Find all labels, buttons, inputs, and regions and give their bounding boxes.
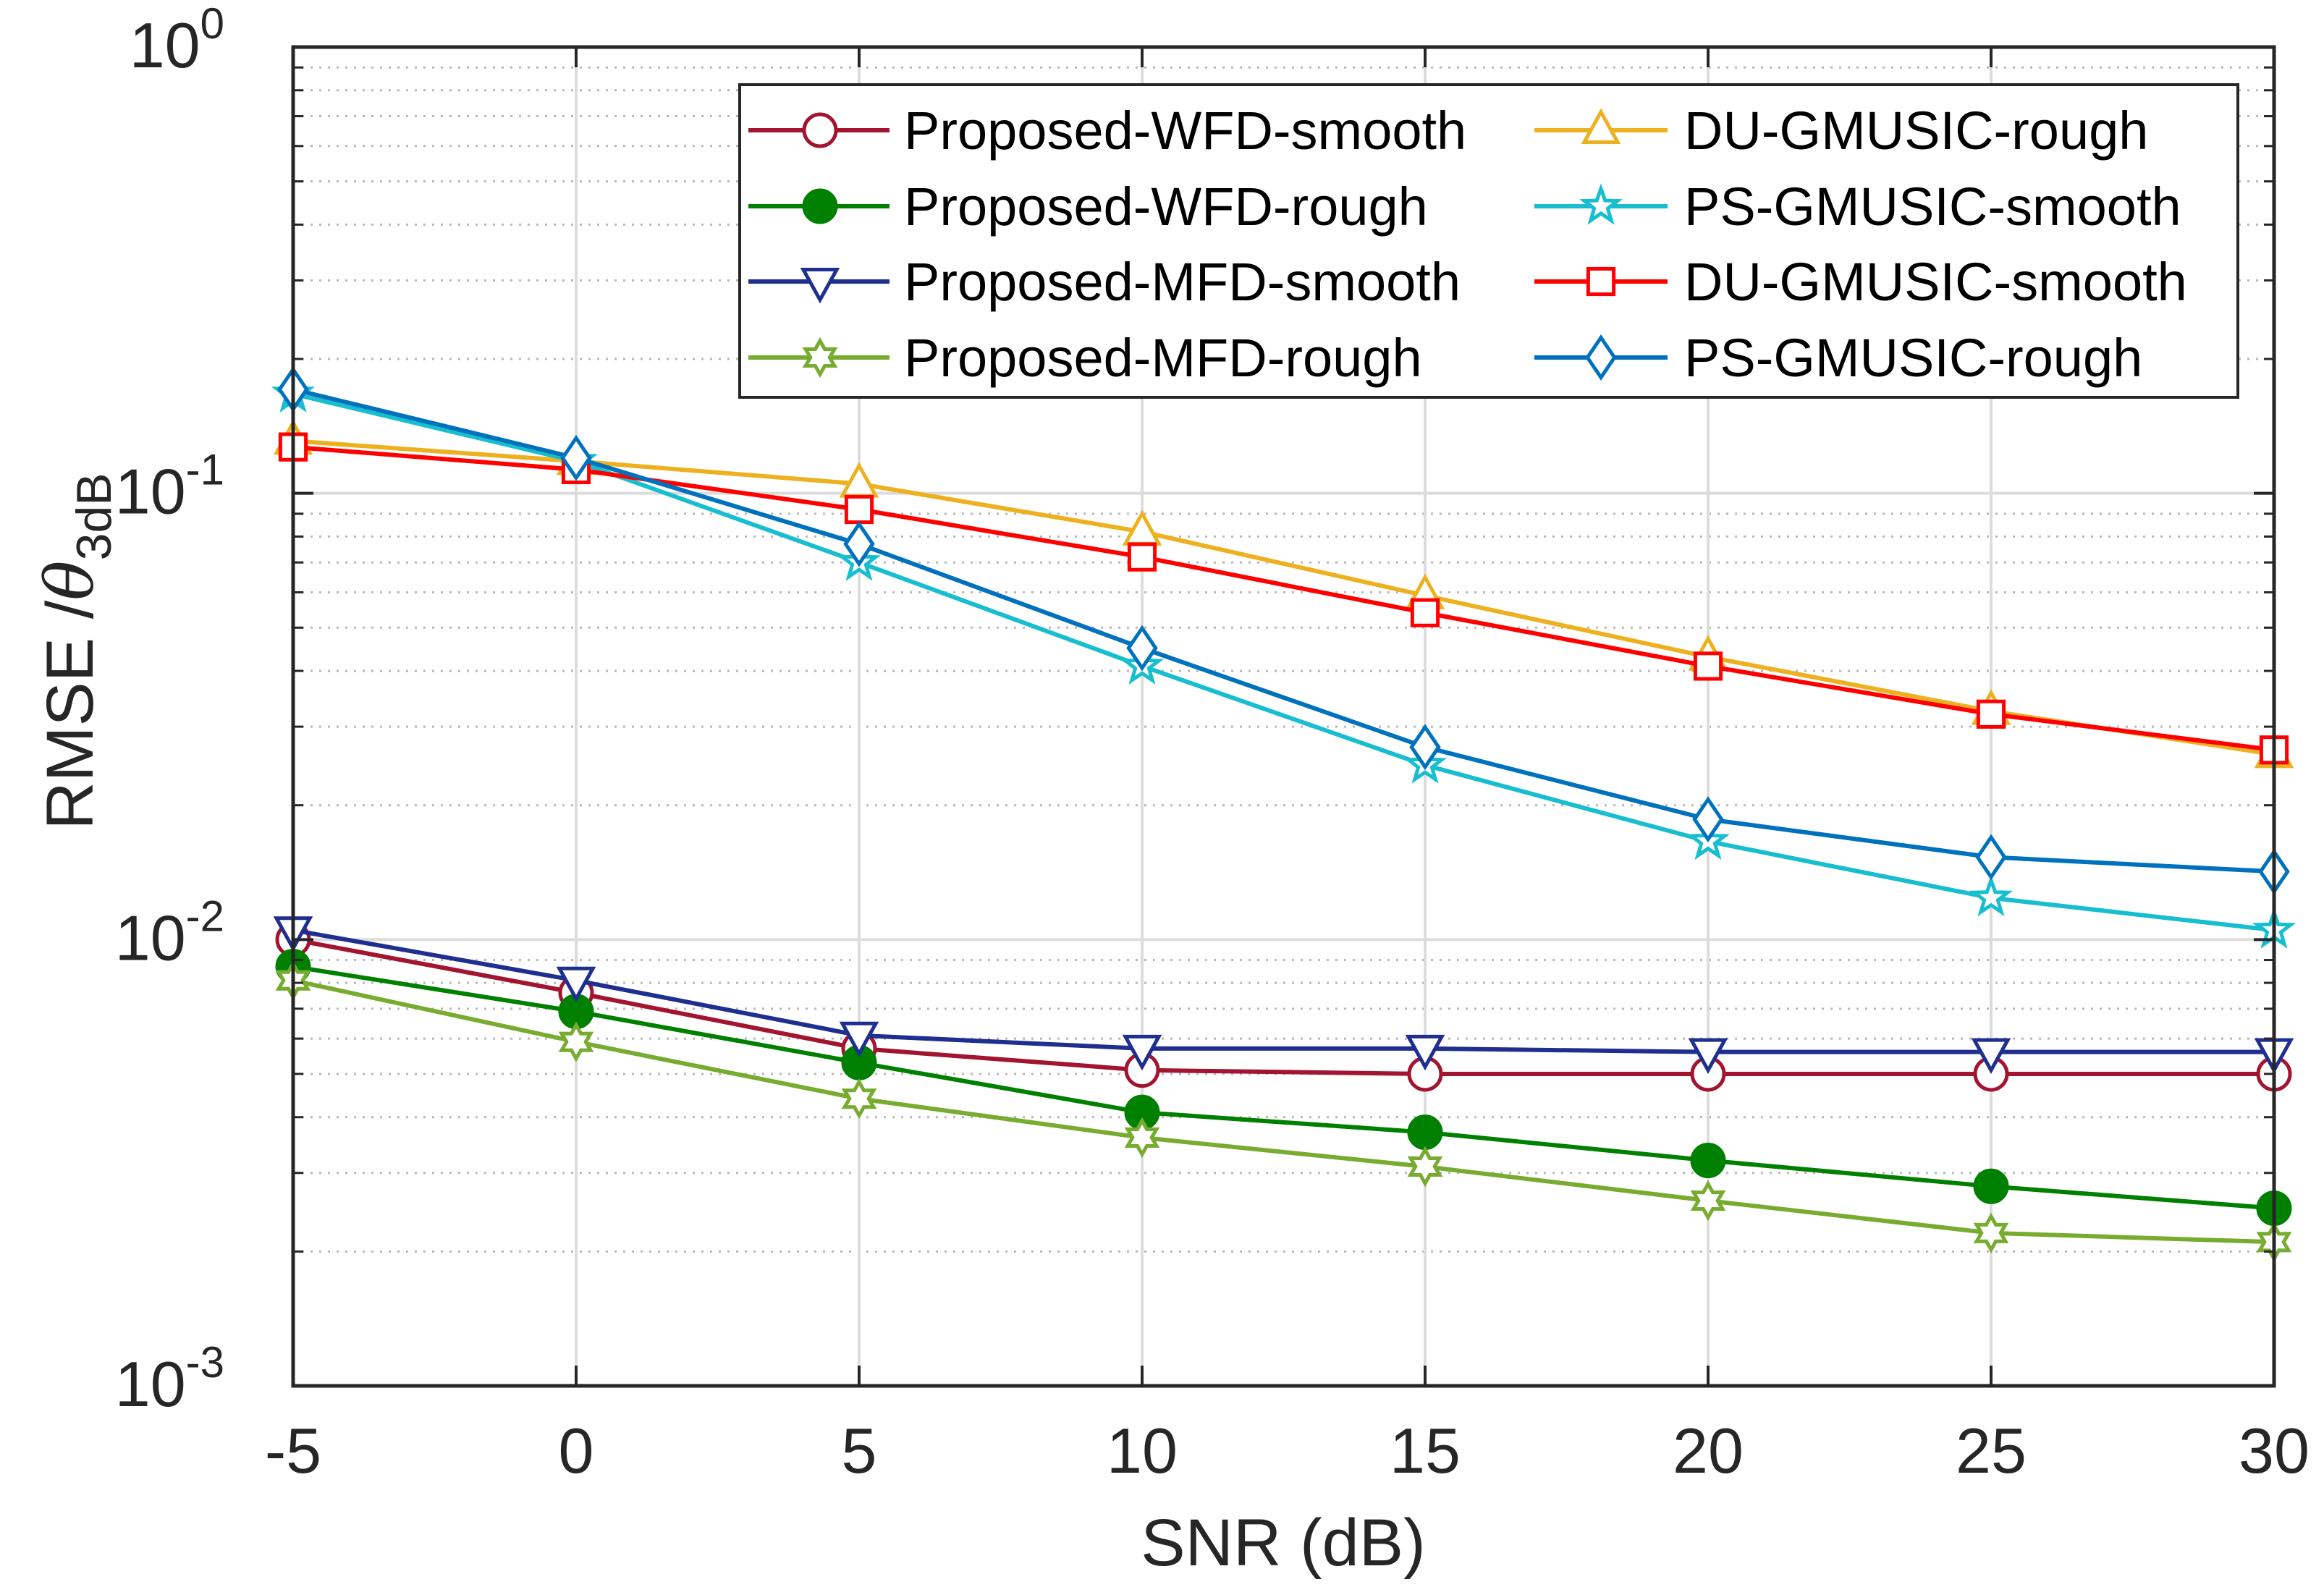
legend-entry: DU-GMUSIC-smooth bbox=[1534, 252, 2187, 312]
legend-box bbox=[738, 83, 2239, 399]
legend-label: DU-GMUSIC-smooth bbox=[1684, 252, 2187, 312]
x-tick-label: 30 bbox=[2239, 1415, 2310, 1486]
triangle-down-marker bbox=[1122, 1034, 1162, 1071]
x-tick-label: 20 bbox=[1673, 1415, 1744, 1486]
legend-entry: Proposed-WFD-smooth bbox=[748, 101, 1466, 161]
x-tick-label: 0 bbox=[559, 1415, 594, 1486]
hexagram-marker bbox=[802, 337, 838, 378]
x-tick-label: -5 bbox=[265, 1415, 321, 1486]
series-layer bbox=[271, 366, 2296, 1263]
triangle-up-marker bbox=[839, 462, 879, 498]
circle-marker bbox=[802, 112, 838, 148]
square-marker bbox=[1410, 598, 1440, 627]
series-proposed-wfd-rough bbox=[275, 949, 2292, 1227]
triangle-down-marker bbox=[800, 268, 840, 304]
square-marker bbox=[844, 494, 874, 525]
triangle-up-marker bbox=[1581, 108, 1621, 144]
diamond-marker bbox=[1126, 625, 1158, 672]
legend-entry: Proposed-MFD-smooth bbox=[748, 252, 1461, 312]
hexagram-marker bbox=[1407, 1146, 1443, 1188]
hexagram-marker bbox=[1973, 1212, 2009, 1253]
diamond-marker bbox=[1585, 334, 1617, 381]
diamond-marker bbox=[1692, 796, 1724, 843]
diamond-marker bbox=[843, 520, 875, 567]
diamond-marker bbox=[560, 434, 592, 481]
series-proposed-mfd-smooth bbox=[273, 916, 2294, 1075]
y-tick-label: 10-3 bbox=[115, 1338, 224, 1420]
y-axis-label: RMSE /θ3dB bbox=[31, 473, 122, 829]
legend: Proposed-WFD-smooth Proposed-WFD-rough Pro… bbox=[738, 83, 2239, 399]
y-tick-label: 100 bbox=[130, 0, 224, 81]
triangle-down-marker bbox=[1405, 1034, 1445, 1071]
hexagram-marker bbox=[1124, 1117, 1160, 1159]
ticks: 100 10-1 10-2 10-3 -5 0 5 10 15 20 25 30 bbox=[115, 0, 2310, 1486]
diamond-marker bbox=[1409, 724, 1441, 771]
series-line bbox=[292, 928, 2274, 1054]
y-axis-label-main: RMSE / bbox=[33, 600, 107, 829]
legend-entry: Proposed-MFD-rough bbox=[748, 328, 1422, 388]
triangle-down-marker bbox=[556, 966, 596, 1003]
hexagram-marker bbox=[1690, 1180, 1726, 1222]
square-marker bbox=[1586, 266, 1616, 297]
series-line bbox=[292, 964, 2275, 1211]
x-axis-label: SNR (dB) bbox=[1141, 1506, 1426, 1580]
square-marker bbox=[1693, 651, 1723, 681]
hexagram-marker bbox=[841, 1078, 877, 1120]
legend-label: Proposed-MFD-smooth bbox=[904, 252, 1461, 312]
x-tick-label: 15 bbox=[1390, 1415, 1461, 1486]
series-line bbox=[292, 439, 2275, 757]
circle-marker bbox=[1690, 1142, 1726, 1178]
series-ps-gmusic-rough bbox=[277, 366, 2290, 895]
legend-label: Proposed-WFD-rough bbox=[904, 177, 1428, 237]
legend-label: PS-GMUSIC-rough bbox=[1684, 328, 2142, 388]
legend-entry: DU-GMUSIC-rough bbox=[1534, 101, 2148, 161]
y-tick-label: 10-1 bbox=[115, 446, 224, 528]
legend-label: PS-GMUSIC-smooth bbox=[1684, 177, 2181, 237]
circle-marker bbox=[1407, 1114, 1443, 1151]
series-line bbox=[292, 937, 2274, 1076]
x-tick-label: 10 bbox=[1107, 1415, 1178, 1486]
y-tick-label: 10-2 bbox=[115, 892, 224, 973]
series-line bbox=[292, 387, 2275, 874]
legend-entry: Proposed-WFD-rough bbox=[748, 177, 1428, 237]
legend-label: DU-GMUSIC-rough bbox=[1684, 101, 2148, 161]
legend-label: Proposed-WFD-smooth bbox=[904, 101, 1466, 161]
y-axis-label-theta: θ bbox=[31, 560, 109, 600]
y-axis-label-sub: 3dB bbox=[67, 473, 122, 560]
pentagram-marker bbox=[1579, 183, 1623, 225]
series-line bbox=[292, 978, 2275, 1245]
triangle-down-marker bbox=[839, 1021, 879, 1058]
x-tick-label: 5 bbox=[842, 1415, 877, 1486]
circle-marker bbox=[1973, 1168, 2009, 1204]
square-marker bbox=[1127, 542, 1157, 572]
pentagram-marker bbox=[1969, 875, 2014, 917]
axes-box bbox=[291, 45, 2276, 1388]
legend-label: Proposed-MFD-rough bbox=[904, 328, 1422, 388]
square-marker bbox=[1976, 699, 2006, 729]
diamond-marker bbox=[1975, 834, 2007, 881]
series-line bbox=[292, 444, 2275, 753]
hexagram-marker bbox=[558, 1021, 594, 1062]
legend-entry: PS-GMUSIC-smooth bbox=[1534, 177, 2181, 237]
triangle-down-marker bbox=[1688, 1038, 1728, 1075]
circle-marker bbox=[802, 188, 838, 224]
legend-entry: PS-GMUSIC-rough bbox=[1534, 328, 2142, 388]
triangle-down-marker bbox=[1971, 1038, 2011, 1075]
x-tick-label: 25 bbox=[1956, 1415, 2027, 1486]
